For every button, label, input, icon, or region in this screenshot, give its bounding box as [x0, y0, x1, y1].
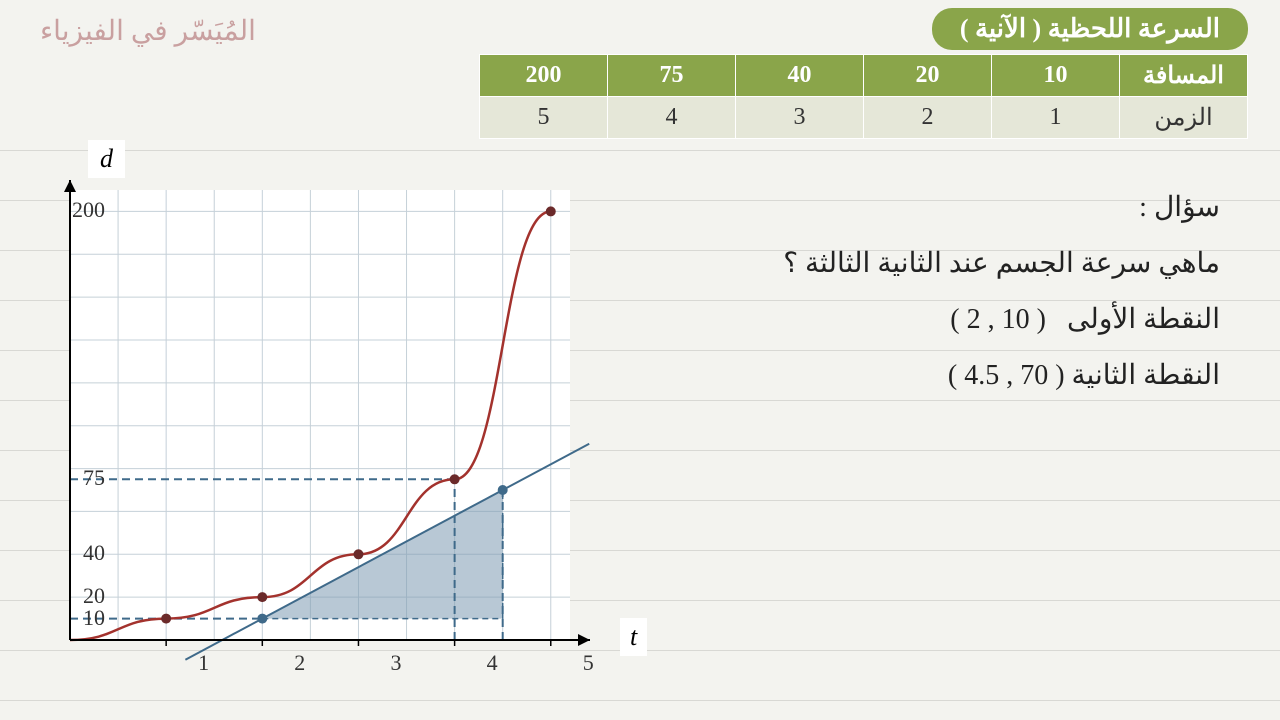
- data-table: المسافة 10 20 40 75 200 الزمن 1 2 3 4 5: [479, 54, 1248, 139]
- watermark-text: المُيَسّر في الفيزياء: [40, 14, 256, 48]
- table-header-val: 75: [608, 55, 736, 97]
- table-row-val: 5: [480, 97, 608, 139]
- point2-label: النقطة الثانية: [1072, 360, 1220, 391]
- y-tick-label: 75: [60, 465, 105, 491]
- question-label: سؤال :: [783, 180, 1220, 236]
- table-header-val: 20: [864, 55, 992, 97]
- table-header-val: 10: [992, 55, 1120, 97]
- table-header-val: 40: [736, 55, 864, 97]
- x-tick-label: 4: [487, 650, 498, 676]
- y-tick-label: 40: [60, 540, 105, 566]
- x-tick-label: 3: [390, 650, 401, 676]
- x-tick-label: 1: [198, 650, 209, 676]
- x-tick-label: 2: [294, 650, 305, 676]
- table-row-val: 3: [736, 97, 864, 139]
- question-text: ماهي سرعة الجسم عند الثانية الثالثة ؟: [783, 236, 1220, 292]
- x-tick-label: 5: [583, 650, 594, 676]
- point1-value: ( 2 , 10 ): [950, 304, 1046, 335]
- y-tick-label: 200: [60, 197, 105, 223]
- table-row-val: 4: [608, 97, 736, 139]
- table-header-val: 200: [480, 55, 608, 97]
- x-axis-label: t: [620, 618, 647, 656]
- question-block: سؤال : ماهي سرعة الجسم عند الثانية الثال…: [783, 180, 1220, 404]
- chart-container: d t 1234510204075200: [20, 160, 640, 700]
- table-header-label: المسافة: [1120, 55, 1248, 97]
- header-pill: السرعة اللحظية ( الآنية ): [932, 8, 1248, 50]
- table-row-val: 2: [864, 97, 992, 139]
- y-tick-label: 20: [60, 583, 105, 609]
- point2-value: ( 4.5 , 70 ): [948, 360, 1065, 391]
- table-row-label: الزمن: [1120, 97, 1248, 139]
- point1-label: النقطة الأولى: [1067, 304, 1220, 335]
- y-axis-label: d: [88, 140, 125, 178]
- table-row-val: 1: [992, 97, 1120, 139]
